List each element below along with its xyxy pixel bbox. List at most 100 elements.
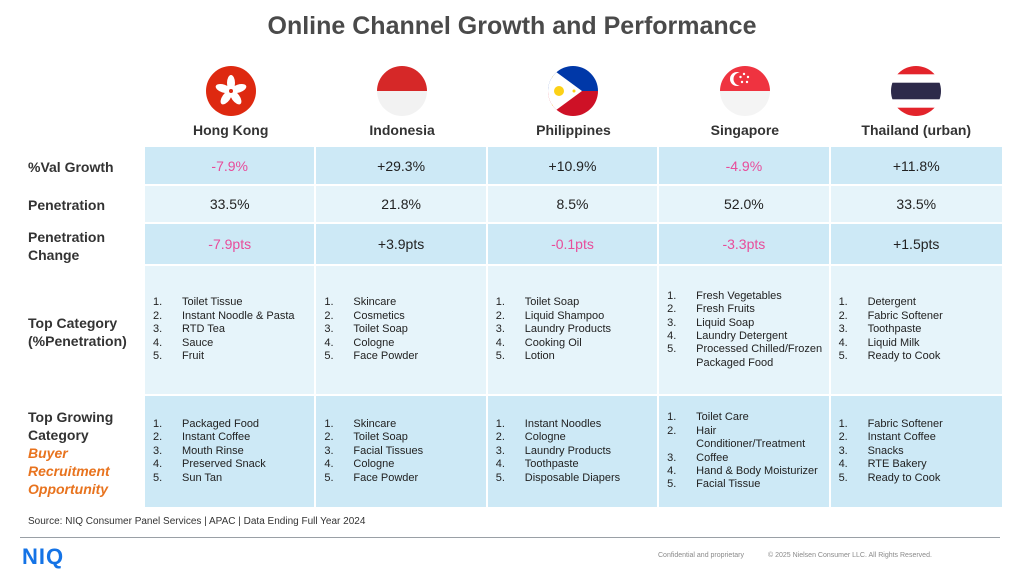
page-title: Online Channel Growth and Performance — [267, 12, 757, 40]
confidential-note: Confidential and proprietary — [658, 552, 744, 559]
list-number: 3. — [667, 316, 677, 329]
list-item: 5. Face Powder — [324, 472, 481, 485]
table-cell: 52.0% — [659, 186, 831, 224]
country-header-row: Hong Kong Indonesia Philippines — [145, 66, 1002, 142]
table-cell: +1.5pts — [830, 224, 1002, 266]
list-item: 2. Liquid Shampoo — [496, 310, 653, 323]
list-item: 5. Fruit — [153, 350, 310, 363]
table-cell: 1. Skincare 2. Toilet Soap 3. Facial Tissue… — [316, 396, 488, 509]
country-column-singapore: Singapore — [659, 66, 830, 142]
source-note: Source: NIQ Consumer Panel Services | AP… — [28, 516, 366, 527]
list-item: 5. Ready to Cook — [839, 350, 996, 363]
list-text: Instant Noodle & Pasta — [182, 309, 295, 322]
list-number: 5. — [324, 350, 334, 363]
table-cell: +3.9pts — [316, 224, 488, 266]
list-number: 3. — [495, 444, 505, 457]
category-list: 1. Fabric Softener 2. Instant Coffee 3. Sna… — [839, 418, 996, 485]
list-text: Mouth Rinse — [182, 444, 244, 457]
list-number: 5. — [838, 350, 848, 363]
list-number: 1. — [667, 411, 677, 424]
list-number: 1. — [495, 296, 505, 309]
list-item: 3. Facial Tissues — [324, 445, 481, 458]
list-text: Fresh Fruits — [696, 303, 755, 316]
category-list: 1. Toilet Tissue 2. Instant Noodle & Pasta… — [153, 296, 310, 363]
list-number: 2. — [667, 303, 677, 316]
country-column-thailand: Thailand (urban) — [831, 66, 1002, 142]
label-line: (%Penetration) — [28, 333, 127, 349]
table-cell: +11.8% — [830, 147, 1002, 186]
country-name: Hong Kong — [192, 122, 269, 138]
list-item: 2. Cosmetics — [324, 310, 481, 323]
table-cell: -7.9pts — [145, 224, 317, 266]
list-number: 2. — [324, 431, 334, 444]
list-item: 3. Toilet Soap — [324, 323, 481, 336]
table-cell: 33.5% — [145, 186, 317, 224]
category-list: 1. Skincare 2. Cosmetics 3. Toilet Soap 4. C… — [324, 296, 481, 363]
label-line: Top Category — [28, 315, 118, 331]
row-label-val-growth: %Val Growth — [28, 159, 114, 175]
table-cell: 33.5% — [830, 186, 1002, 224]
list-number: 2. — [495, 309, 505, 322]
list-item: 2. Instant Noodle & Pasta — [153, 310, 310, 323]
list-number: 3. — [153, 323, 163, 336]
list-text: Sauce — [182, 336, 214, 349]
list-number: 5. — [667, 343, 677, 356]
list-item: 4. Cologne — [324, 337, 481, 350]
list-item: 4. Cooking Oil — [496, 337, 653, 350]
table-cell: -0.1pts — [487, 224, 660, 266]
list-text: Coffee — [696, 451, 729, 464]
list-number: 4. — [838, 336, 848, 349]
list-item: 5. Face Powder — [324, 350, 481, 363]
thailand-flag-icon — [891, 66, 942, 116]
list-number: 5. — [153, 350, 163, 363]
list-text: Toilet Soap — [524, 296, 580, 309]
list-text: Ready to Cook — [867, 350, 941, 363]
list-item: 1. Toilet Soap — [496, 296, 653, 309]
list-item: 2. Fresh Fruits — [667, 303, 824, 316]
list-number: 5. — [153, 471, 163, 484]
list-number: 1. — [153, 417, 163, 430]
indonesia-flag-icon — [377, 66, 428, 116]
table-cell: +29.3% — [316, 147, 488, 186]
list-text: Instant Coffee — [867, 431, 936, 444]
label-line: Change — [28, 247, 80, 263]
category-list: 1. Toilet Soap 2. Liquid Shampoo 3. Laundry… — [496, 296, 653, 363]
category-list: 1. Skincare 2. Toilet Soap 3. Facial Tissue… — [324, 418, 481, 485]
category-list: 1. Instant Noodles 2. Cologne 3. Laundry Pr… — [496, 418, 653, 485]
list-text: Skincare — [353, 417, 397, 430]
table-cell: -4.9% — [659, 147, 831, 186]
list-text: Ready to Cook — [867, 471, 941, 484]
list-number: 4. — [153, 336, 163, 349]
label-line: Penetration — [28, 229, 106, 245]
list-number: 4. — [495, 458, 505, 471]
list-item: 3. Mouth Rinse — [153, 445, 310, 458]
list-text: Lotion — [524, 350, 555, 363]
row-label-top-category: Top Category (%Penetration) — [28, 314, 127, 350]
hong-kong-flag-icon — [205, 66, 256, 116]
category-list: 1. Packaged Food 2. Instant Coffee 3. Mouth… — [153, 418, 310, 485]
list-text: Cologne — [353, 336, 395, 349]
list-item: 5. Ready to Cook — [839, 472, 996, 485]
list-number: 1. — [667, 289, 677, 302]
list-text: Cologne — [524, 431, 566, 444]
label-line-highlight: Buyer — [28, 445, 68, 461]
list-number: 5. — [838, 471, 848, 484]
list-number: 5. — [324, 471, 334, 484]
category-list: 1. Fresh Vegetables 2. Fresh Fruits 3. Liqu… — [667, 290, 824, 370]
list-text: Cooking Oil — [524, 336, 582, 349]
list-number: 4. — [153, 458, 163, 471]
list-item: 4. Hand & Body Moisturizer — [667, 465, 824, 478]
country-name: Thailand (urban) — [861, 122, 972, 138]
list-text: Snacks — [867, 444, 904, 457]
label-line: Top Growing — [28, 409, 114, 425]
table-cell: -3.3pts — [659, 224, 831, 266]
list-item: 2. Fabric Softener — [839, 310, 996, 323]
list-item: 4. Preserved Snack — [153, 458, 310, 471]
list-item: 5. Facial Tissue — [667, 478, 824, 491]
list-number: 5. — [495, 471, 505, 484]
table-cell: -7.9% — [145, 147, 317, 186]
table-cell: +10.9% — [487, 147, 660, 186]
table-cell: 1. Detergent 2. Fabric Softener 3. Toothpas… — [830, 266, 1002, 396]
list-item: 3. RTD Tea — [153, 323, 310, 336]
list-number: 3. — [667, 451, 677, 464]
